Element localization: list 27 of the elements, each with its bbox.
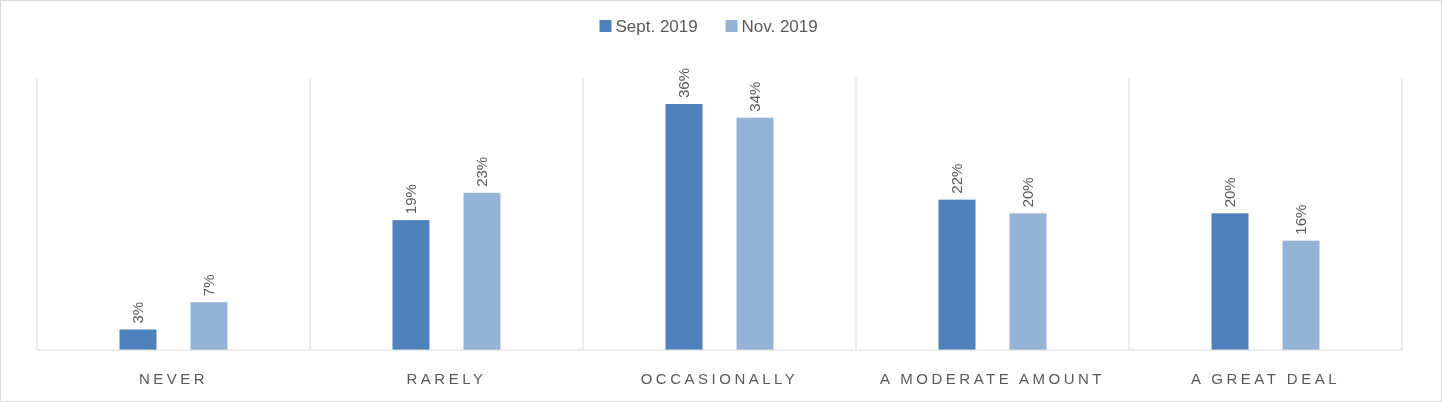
data-label: 36% [675, 67, 692, 98]
bar [1009, 213, 1047, 350]
bar [190, 302, 228, 350]
x-tick-label: A MODERATE AMOUNT [879, 370, 1106, 387]
data-label: 20% [1019, 177, 1036, 208]
data-label: 22% [948, 163, 965, 194]
legend-label: Sept. 2019 [615, 17, 698, 36]
data-label: 23% [473, 156, 490, 187]
data-label: 16% [1292, 204, 1309, 235]
data-label: 3% [129, 301, 146, 324]
bar [463, 192, 501, 350]
bar [1211, 213, 1249, 350]
data-label: 7% [200, 274, 217, 297]
bar [938, 199, 976, 350]
bar [392, 220, 430, 350]
x-tick-label: NEVER [138, 370, 209, 387]
bar [1282, 240, 1320, 350]
x-tick-label: RARELY [406, 370, 487, 387]
bar [119, 329, 157, 350]
x-tick-label: OCCASIONALLY [640, 370, 799, 387]
legend-label: Nov. 2019 [741, 17, 818, 36]
bar [665, 104, 703, 350]
bar [736, 117, 774, 350]
data-label: 19% [402, 184, 419, 215]
data-label: 34% [746, 81, 763, 112]
x-tick-label: A GREAT DEAL [1191, 370, 1340, 387]
data-label: 20% [1221, 177, 1238, 208]
